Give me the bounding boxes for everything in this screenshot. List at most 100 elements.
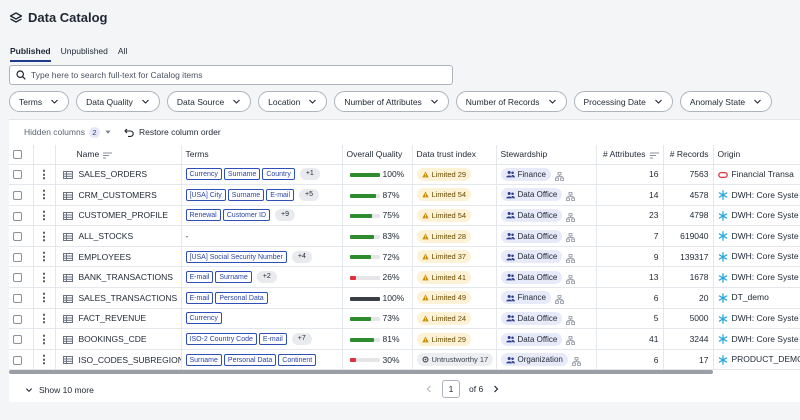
- term-chip[interactable]: E-mail: [185, 291, 214, 304]
- column-header-stewardship[interactable]: Stewardship: [496, 145, 597, 165]
- term-chip[interactable]: Renewal: [185, 209, 221, 222]
- steward-badge[interactable]: Data Office: [500, 188, 563, 202]
- terms-more-badge[interactable]: +4: [291, 250, 312, 263]
- tab-unpublished[interactable]: Unpublished: [60, 46, 108, 56]
- hierarchy-icon[interactable]: [566, 212, 576, 222]
- terms-more-badge[interactable]: +9: [275, 209, 296, 222]
- filter-terms[interactable]: Terms: [9, 91, 70, 112]
- filter-data-quality[interactable]: Data Quality: [76, 91, 160, 112]
- item-name-link[interactable]: FACT_REVENUE: [78, 313, 147, 324]
- steward-badge[interactable]: Finance: [500, 291, 551, 305]
- filter-processing-date[interactable]: Processing Date: [573, 91, 673, 112]
- more-vertical-icon[interactable]: ⋮: [38, 354, 50, 367]
- term-chip[interactable]: Surname: [227, 188, 265, 201]
- steward-badge[interactable]: Data Office: [500, 311, 563, 325]
- column-header-name[interactable]: Name: [55, 145, 182, 165]
- term-chip[interactable]: Continent: [278, 353, 317, 366]
- column-header-data-trust-index[interactable]: Data trust index: [412, 145, 497, 165]
- origin-link[interactable]: DT_demo: [731, 292, 769, 303]
- more-vertical-icon[interactable]: ⋮: [38, 251, 50, 264]
- more-vertical-icon[interactable]: ⋮: [38, 209, 50, 222]
- terms-more-badge[interactable]: +5: [299, 188, 320, 201]
- term-chip[interactable]: Currency: [185, 312, 222, 325]
- filter-anomaly-state[interactable]: Anomaly State: [679, 91, 773, 112]
- sort-icon[interactable]: [649, 152, 659, 159]
- more-vertical-icon[interactable]: ⋮: [38, 271, 50, 284]
- term-chip[interactable]: E-mail: [258, 333, 287, 346]
- origin-link[interactable]: Financial Transa: [731, 168, 794, 179]
- more-vertical-icon[interactable]: ⋮: [38, 189, 50, 202]
- hierarchy-icon[interactable]: [566, 254, 576, 263]
- column-header-records[interactable]: # Records: [663, 145, 714, 165]
- table-row[interactable]: ⋮ BANK_TRANSACTIONS E-mail Surname +2 26% Limi…: [9, 266, 800, 289]
- origin-link[interactable]: PRODUCT_DEMO: [731, 354, 800, 365]
- chevron-left-icon[interactable]: [425, 385, 433, 393]
- origin-link[interactable]: DWH: Core Syste: [731, 251, 799, 262]
- table-row[interactable]: ⋮ FACT_REVENUE Currency 73% Limited 24 Data O…: [9, 308, 800, 330]
- table-row[interactable]: ⋮ SALES_TRANSACTIONS E-mail Personal Data 10…: [9, 287, 800, 309]
- steward-badge[interactable]: Data Office: [500, 332, 563, 346]
- row-checkbox[interactable]: [13, 170, 22, 180]
- show-more-button[interactable]: Show 10 more: [25, 385, 94, 395]
- more-vertical-icon[interactable]: ⋮: [38, 230, 50, 243]
- select-all-checkbox[interactable]: [13, 150, 22, 160]
- term-chip[interactable]: Surname: [215, 271, 252, 284]
- item-name-link[interactable]: ISO_CODES_SUBREGIONS: [78, 354, 181, 365]
- hierarchy-icon[interactable]: [566, 233, 576, 243]
- terms-more-badge[interactable]: +2: [256, 271, 277, 284]
- row-checkbox[interactable]: [13, 273, 22, 283]
- item-name-link[interactable]: EMPLOYEES: [78, 251, 131, 262]
- hierarchy-icon[interactable]: [571, 356, 581, 366]
- item-name-link[interactable]: ALL_STOCKS: [78, 231, 134, 242]
- row-checkbox[interactable]: [13, 355, 22, 365]
- origin-link[interactable]: DWH: Core Syste: [731, 210, 799, 221]
- steward-badge[interactable]: Data Office: [500, 270, 563, 284]
- steward-badge[interactable]: Finance: [500, 167, 551, 181]
- item-name-link[interactable]: SALES_ORDERS: [78, 169, 148, 180]
- item-name-link[interactable]: BOOKINGS_CDE: [78, 334, 147, 345]
- term-chip[interactable]: Personal Data: [223, 353, 277, 366]
- column-header-origin[interactable]: Origin: [713, 145, 800, 165]
- term-chip[interactable]: [USA] Social Security Number: [185, 250, 287, 263]
- horizontal-scrollbar[interactable]: [9, 370, 713, 374]
- table-row[interactable]: ⋮ ALL_STOCKS - 83% Limited 28 Data Office 7 619…: [9, 225, 800, 247]
- row-checkbox[interactable]: [13, 293, 22, 303]
- term-chip[interactable]: Currency: [185, 168, 222, 181]
- origin-link[interactable]: DWH: Core Syste: [731, 230, 799, 241]
- filter-number-of-records[interactable]: Number of Records: [455, 91, 567, 112]
- tab-all[interactable]: All: [117, 46, 128, 56]
- term-chip[interactable]: Personal Data: [215, 291, 268, 304]
- origin-link[interactable]: DWH: Core Syste: [731, 189, 799, 200]
- item-name-link[interactable]: SALES_TRANSACTIONS: [78, 292, 178, 303]
- table-row[interactable]: ⋮ CRM_CUSTOMERS [USA] City Surname E-mail +5 8…: [9, 184, 800, 206]
- term-chip[interactable]: Surname: [223, 168, 261, 181]
- terms-more-badge[interactable]: +1: [299, 168, 320, 181]
- table-row[interactable]: ⋮ BOOKINGS_CDE ISO-2 Country Code E-mail +7 8…: [9, 328, 800, 350]
- item-name-link[interactable]: CUSTOMER_PROFILE: [78, 210, 169, 221]
- term-chip[interactable]: E-mail: [266, 188, 295, 201]
- hierarchy-icon[interactable]: [566, 336, 576, 346]
- origin-link[interactable]: DWH: Core Syste: [731, 313, 799, 324]
- hierarchy-icon[interactable]: [566, 274, 576, 284]
- hierarchy-icon[interactable]: [566, 315, 576, 325]
- column-header-terms[interactable]: Terms: [181, 145, 343, 165]
- steward-badge[interactable]: Organization: [500, 353, 568, 367]
- hierarchy-icon[interactable]: [566, 192, 576, 201]
- steward-badge[interactable]: Data Office: [500, 250, 563, 264]
- steward-badge[interactable]: Data Office: [500, 208, 563, 222]
- restore-column-order-button[interactable]: Restore column order: [124, 127, 221, 137]
- origin-link[interactable]: DWH: Core Syste: [731, 333, 799, 344]
- more-vertical-icon[interactable]: ⋮: [38, 168, 50, 181]
- row-checkbox[interactable]: [13, 232, 22, 242]
- hierarchy-icon[interactable]: [554, 171, 564, 181]
- term-chip[interactable]: E-mail: [185, 271, 214, 284]
- tab-published[interactable]: Published: [10, 46, 51, 62]
- more-vertical-icon[interactable]: ⋮: [38, 333, 50, 346]
- row-checkbox[interactable]: [13, 335, 22, 345]
- table-row[interactable]: ⋮ ISO_CODES_SUBREGIONS Surname Personal Dat…: [9, 349, 800, 371]
- sort-icon[interactable]: [103, 152, 113, 159]
- column-header-attributes[interactable]: # Attributes: [596, 145, 664, 165]
- term-chip[interactable]: ISO-2 Country Code: [185, 333, 257, 346]
- table-row[interactable]: ⋮ EMPLOYEES [USA] Social Security Number +4…: [9, 246, 800, 268]
- row-checkbox[interactable]: [13, 314, 22, 324]
